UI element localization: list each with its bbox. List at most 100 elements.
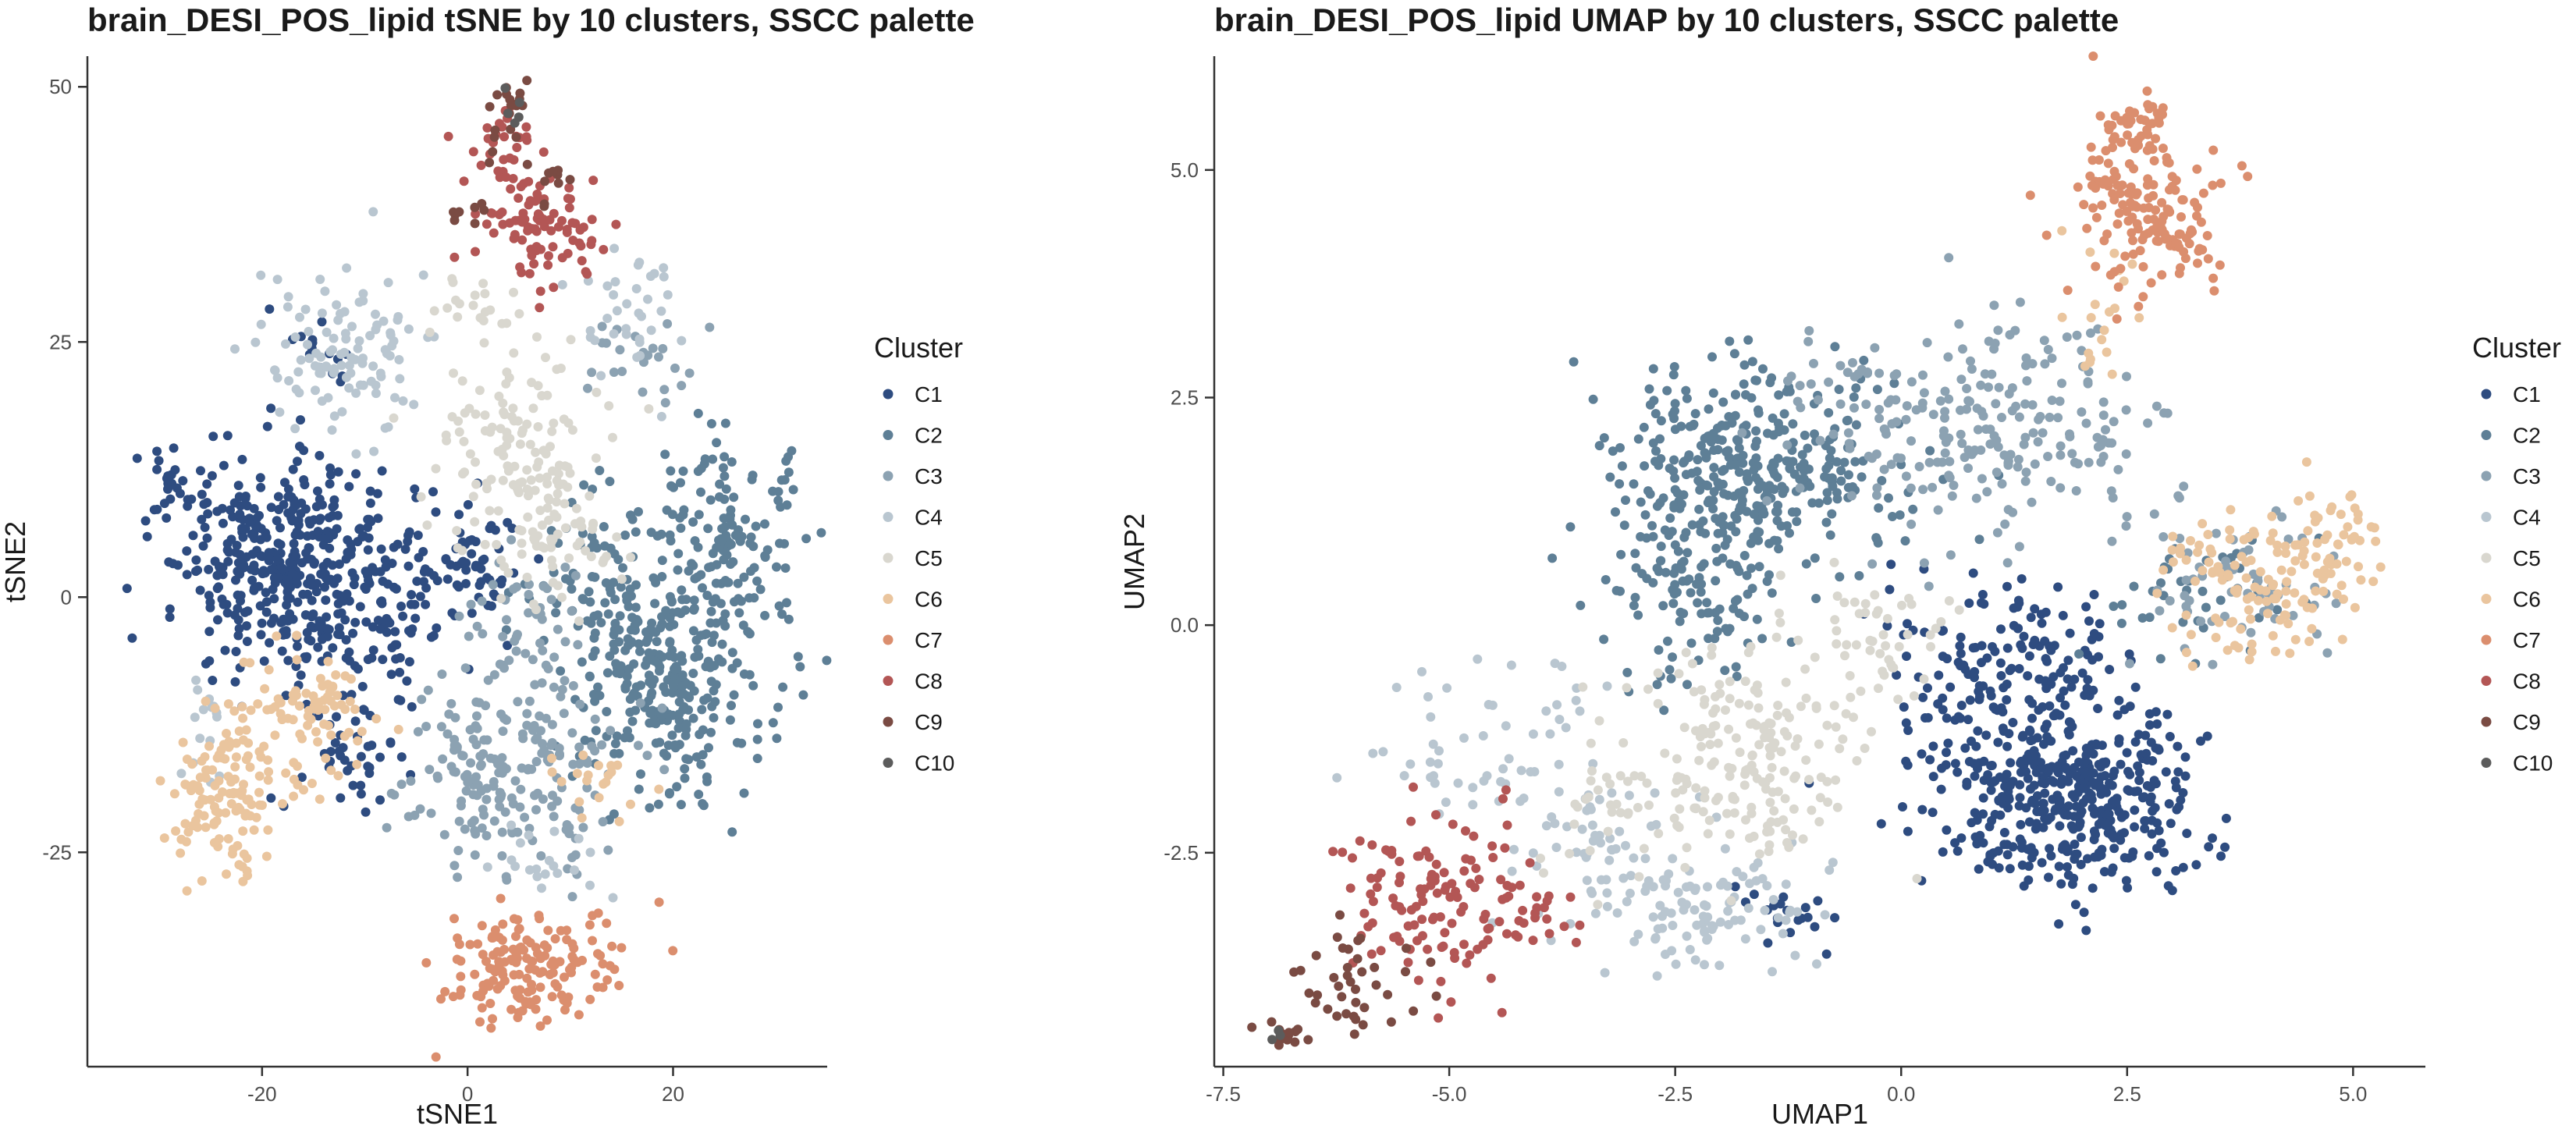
data-point bbox=[1952, 767, 1963, 777]
data-point bbox=[1806, 379, 1816, 389]
data-point bbox=[1849, 597, 1860, 607]
data-point bbox=[421, 957, 432, 968]
data-point bbox=[1973, 726, 1983, 736]
data-point bbox=[1933, 505, 1943, 515]
data-point bbox=[2014, 412, 2024, 422]
data-point bbox=[1599, 433, 1609, 443]
data-point bbox=[1502, 929, 1512, 939]
data-point bbox=[522, 572, 532, 582]
data-point bbox=[233, 615, 243, 625]
data-point bbox=[1594, 716, 1604, 726]
data-point bbox=[1696, 441, 1706, 451]
data-point bbox=[1633, 610, 1643, 620]
data-point bbox=[1860, 744, 1870, 753]
data-point bbox=[556, 776, 567, 787]
data-point bbox=[515, 262, 525, 272]
data-point bbox=[449, 861, 460, 871]
data-point bbox=[210, 703, 220, 713]
data-point bbox=[2013, 462, 2023, 472]
data-point bbox=[1956, 375, 1967, 385]
data-point bbox=[1697, 685, 1707, 695]
data-point bbox=[1446, 997, 1456, 1007]
data-point bbox=[1835, 744, 1845, 754]
data-point bbox=[1919, 674, 1929, 684]
data-point bbox=[2065, 628, 2075, 638]
data-point bbox=[1650, 932, 1661, 943]
data-point bbox=[2035, 411, 2045, 421]
data-point bbox=[1648, 912, 1658, 922]
data-point bbox=[1903, 630, 1913, 640]
data-point bbox=[497, 207, 507, 217]
data-point bbox=[1686, 588, 1696, 598]
data-point bbox=[2063, 674, 2073, 684]
data-point bbox=[595, 466, 605, 475]
data-point bbox=[1900, 536, 1910, 546]
data-point bbox=[1965, 695, 1975, 705]
data-point bbox=[2198, 188, 2208, 198]
data-point bbox=[552, 476, 562, 486]
data-point bbox=[1655, 900, 1665, 911]
data-point bbox=[2015, 793, 2025, 803]
data-point bbox=[327, 425, 337, 435]
tsne-title: brain_DESI_POS_lipid tSNE by 10 clusters… bbox=[87, 2, 975, 38]
data-point bbox=[452, 526, 462, 536]
data-point bbox=[1865, 645, 1875, 655]
data-point bbox=[497, 851, 507, 861]
data-point bbox=[333, 629, 343, 639]
data-point bbox=[677, 585, 687, 595]
data-point bbox=[2204, 557, 2214, 567]
data-point bbox=[1697, 579, 1707, 589]
data-point bbox=[751, 521, 761, 531]
data-point bbox=[606, 726, 616, 736]
data-point bbox=[458, 469, 467, 479]
data-point bbox=[1709, 487, 1719, 497]
data-point bbox=[1820, 910, 1830, 920]
data-point bbox=[1734, 698, 1744, 709]
data-point bbox=[548, 166, 558, 176]
data-point bbox=[1843, 428, 1853, 438]
data-point bbox=[1925, 755, 1935, 765]
data-point bbox=[578, 750, 588, 760]
data-point bbox=[1928, 410, 1938, 420]
data-point bbox=[733, 578, 743, 588]
data-point bbox=[1293, 1025, 1303, 1035]
data-point bbox=[578, 222, 588, 233]
x-tick-label: 5.0 bbox=[2339, 1082, 2367, 1106]
data-point bbox=[322, 692, 332, 702]
data-point bbox=[2054, 919, 2064, 929]
data-point bbox=[657, 612, 666, 622]
data-point bbox=[1985, 439, 1995, 449]
data-point bbox=[2093, 442, 2103, 452]
data-point bbox=[2130, 822, 2140, 832]
data-point bbox=[548, 242, 558, 252]
data-point bbox=[657, 556, 667, 566]
data-point bbox=[1247, 1022, 1257, 1032]
data-point bbox=[542, 472, 552, 482]
data-point bbox=[1874, 368, 1885, 378]
data-point bbox=[660, 449, 670, 460]
data-point bbox=[2114, 695, 2124, 705]
data-point bbox=[1615, 771, 1626, 781]
data-point bbox=[788, 485, 798, 495]
data-point bbox=[2201, 602, 2211, 613]
data-point bbox=[1418, 897, 1428, 907]
data-point bbox=[350, 617, 361, 627]
data-point bbox=[334, 559, 344, 569]
legend-label-c3: C3 bbox=[915, 464, 943, 488]
data-point bbox=[1703, 912, 1713, 922]
data-point bbox=[627, 514, 638, 524]
data-point bbox=[760, 519, 769, 529]
data-point bbox=[2099, 236, 2109, 246]
data-point bbox=[207, 471, 217, 481]
data-point bbox=[2077, 806, 2087, 816]
data-point bbox=[534, 457, 544, 467]
data-point bbox=[1313, 990, 1323, 1000]
data-point bbox=[1735, 748, 1745, 758]
data-point bbox=[598, 817, 608, 827]
data-point bbox=[197, 514, 207, 524]
data-point bbox=[205, 602, 215, 613]
data-point bbox=[663, 289, 673, 300]
data-point bbox=[218, 518, 228, 528]
data-point bbox=[1417, 666, 1427, 677]
